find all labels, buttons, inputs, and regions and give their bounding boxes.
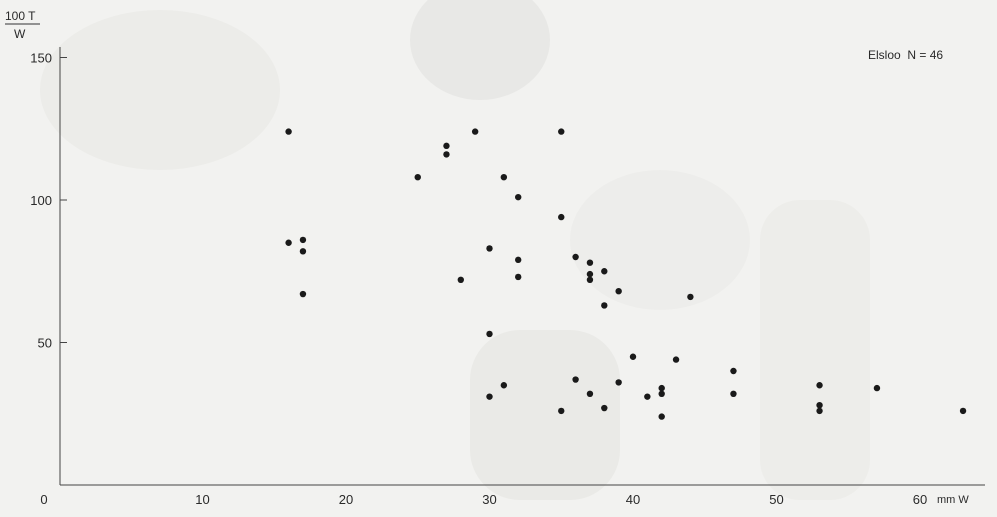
x-tick-label: 0 — [40, 492, 47, 507]
data-point — [558, 128, 565, 135]
data-point — [586, 259, 594, 266]
x-tick-label: 40 — [626, 492, 640, 507]
background-texture — [40, 0, 870, 500]
data-point — [515, 193, 522, 201]
data-point — [471, 128, 479, 135]
data-point — [500, 382, 508, 389]
x-axis-label: mm W — [937, 494, 969, 506]
data-point — [658, 413, 665, 420]
data-point — [500, 174, 508, 181]
data-point — [730, 367, 737, 375]
y-ticks: 50 100 150 — [30, 51, 67, 351]
chart-annotation: Elsloo N = 46 — [868, 48, 943, 62]
data-point — [572, 376, 579, 383]
data-point — [658, 390, 665, 397]
data-point — [299, 290, 307, 298]
data-point — [299, 236, 307, 244]
data-point — [515, 256, 522, 264]
data-point — [959, 407, 967, 415]
data-point — [515, 273, 522, 281]
data-point — [615, 379, 622, 386]
data-point — [730, 390, 737, 397]
data-point — [672, 356, 680, 363]
data-point — [629, 353, 637, 360]
data-point — [586, 390, 594, 397]
data-point — [601, 404, 608, 412]
data-point — [558, 407, 565, 415]
data-point — [816, 407, 823, 415]
data-points — [285, 128, 967, 420]
data-point — [443, 142, 450, 150]
data-point — [644, 393, 651, 400]
data-point — [299, 248, 307, 255]
x-ticks: 0 10 20 30 40 50 60 — [40, 492, 927, 507]
data-point — [658, 384, 665, 392]
data-point — [486, 330, 493, 338]
x-tick-label: 20 — [339, 492, 353, 507]
data-point — [285, 128, 292, 135]
data-point — [873, 384, 881, 392]
data-point — [601, 302, 608, 309]
data-point — [558, 213, 565, 221]
data-point — [816, 402, 823, 409]
data-point — [285, 239, 292, 246]
data-point — [816, 382, 823, 389]
y-axis-label-numerator: 100 T — [5, 9, 36, 23]
data-point — [414, 174, 421, 181]
data-point — [586, 276, 594, 283]
y-tick-label: 100 — [30, 193, 52, 208]
data-point — [486, 393, 493, 400]
x-tick-label: 50 — [769, 492, 783, 507]
data-point — [687, 293, 694, 301]
y-tick-label: 50 — [38, 336, 52, 351]
x-tick-label: 60 — [913, 492, 927, 507]
x-tick-label: 10 — [195, 492, 209, 507]
data-point — [586, 270, 594, 278]
x-tick-label: 30 — [482, 492, 496, 507]
data-point — [572, 253, 579, 261]
y-tick-label: 150 — [30, 51, 52, 66]
data-point — [443, 151, 450, 158]
data-point — [615, 288, 622, 295]
data-point — [601, 268, 608, 275]
data-point — [457, 276, 464, 283]
y-axis-label-denominator: W — [14, 27, 26, 41]
data-point — [486, 245, 493, 252]
